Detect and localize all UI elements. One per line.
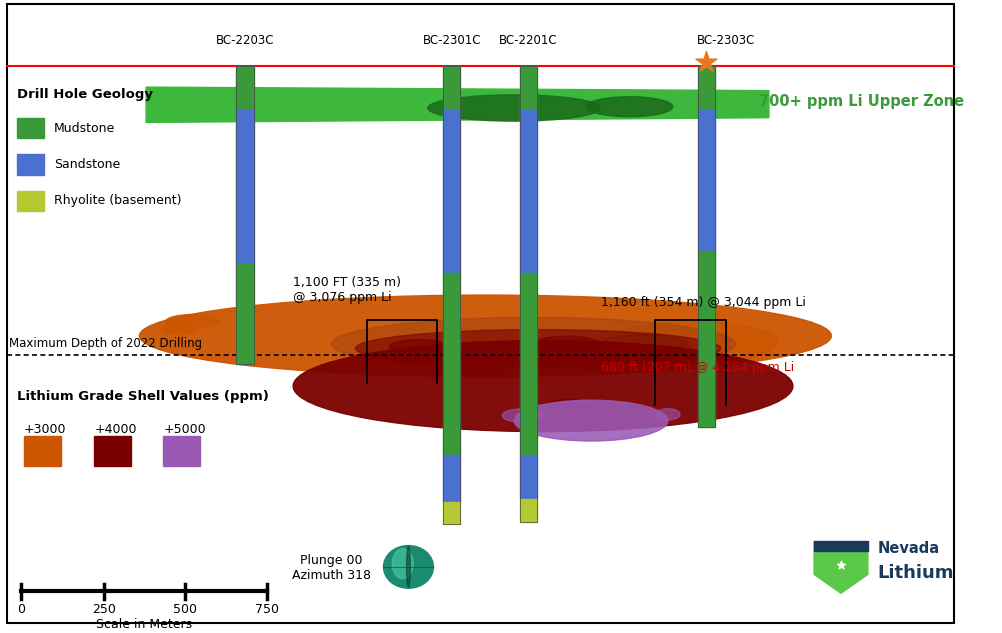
Text: BC-2303C: BC-2303C <box>695 34 755 47</box>
Bar <box>443 273 460 455</box>
Text: 750: 750 <box>255 603 279 616</box>
Bar <box>17 118 44 138</box>
Ellipse shape <box>586 97 672 116</box>
Text: Lithium Grade Shell Values (ppm): Lithium Grade Shell Values (ppm) <box>17 391 269 403</box>
Text: BC-2301C: BC-2301C <box>422 34 481 47</box>
Text: Scale in Meters: Scale in Meters <box>96 618 192 630</box>
Text: +4000: +4000 <box>94 423 136 436</box>
Text: +5000: +5000 <box>163 423 205 436</box>
Polygon shape <box>146 87 769 122</box>
Bar <box>443 66 460 524</box>
Polygon shape <box>814 542 867 593</box>
Text: BC-2203C: BC-2203C <box>215 34 275 47</box>
Bar <box>697 110 714 251</box>
Bar <box>519 66 537 522</box>
Bar <box>519 455 537 499</box>
Bar <box>443 110 460 273</box>
Bar <box>697 66 714 110</box>
Ellipse shape <box>547 399 586 411</box>
Ellipse shape <box>600 335 686 353</box>
Ellipse shape <box>392 549 413 579</box>
Bar <box>163 436 199 466</box>
Text: Plunge 00
Azimuth 318: Plunge 00 Azimuth 318 <box>292 554 371 582</box>
Bar <box>443 455 460 502</box>
Ellipse shape <box>514 400 667 441</box>
Bar <box>443 66 460 110</box>
Bar <box>519 273 537 455</box>
Bar <box>697 66 714 427</box>
Ellipse shape <box>545 358 598 372</box>
Ellipse shape <box>383 546 433 588</box>
Text: Lithium: Lithium <box>877 564 953 582</box>
Bar <box>236 110 254 264</box>
Text: 0: 0 <box>17 603 25 616</box>
Bar <box>697 251 714 301</box>
Bar <box>236 264 254 364</box>
Ellipse shape <box>139 295 831 377</box>
Point <box>697 56 713 66</box>
Bar <box>17 154 44 175</box>
Bar <box>94 436 130 466</box>
Bar <box>519 66 537 110</box>
Text: Maximum Depth of 2022 Drilling: Maximum Depth of 2022 Drilling <box>9 337 201 349</box>
Bar <box>24 436 60 466</box>
Ellipse shape <box>605 322 778 363</box>
Bar <box>236 66 254 364</box>
Bar <box>236 66 254 110</box>
Text: Drill Hole Geology: Drill Hole Geology <box>17 88 153 101</box>
Text: 700+ ppm Li Upper Zone: 700+ ppm Li Upper Zone <box>759 94 964 110</box>
Ellipse shape <box>389 340 447 353</box>
Ellipse shape <box>427 95 600 121</box>
Bar <box>519 499 537 522</box>
Ellipse shape <box>165 315 218 329</box>
Text: Mudstone: Mudstone <box>54 122 115 135</box>
Text: 500: 500 <box>172 603 196 616</box>
Bar <box>17 191 44 211</box>
Ellipse shape <box>655 409 679 420</box>
Text: BC-2201C: BC-2201C <box>499 34 557 47</box>
Text: Nevada: Nevada <box>877 541 939 556</box>
Ellipse shape <box>332 317 734 371</box>
Text: 1,100 FT (335 m)
@ 3,076 ppm Li: 1,100 FT (335 m) @ 3,076 ppm Li <box>293 277 401 304</box>
Ellipse shape <box>356 330 720 367</box>
Ellipse shape <box>293 341 793 432</box>
Bar <box>443 502 460 524</box>
Point <box>832 560 848 570</box>
Text: +3000: +3000 <box>24 423 66 436</box>
Ellipse shape <box>437 358 514 376</box>
Bar <box>519 110 537 273</box>
Bar <box>697 301 714 427</box>
Ellipse shape <box>502 409 545 422</box>
Ellipse shape <box>161 325 194 334</box>
Ellipse shape <box>406 546 410 587</box>
Text: 250: 250 <box>92 603 115 616</box>
Ellipse shape <box>533 336 600 352</box>
Text: Rhyolite (basement): Rhyolite (basement) <box>54 194 181 208</box>
Text: Sandstone: Sandstone <box>54 158 120 171</box>
Text: 1,160 ft (354 m) @ 3,044 ppm Li: 1,160 ft (354 m) @ 3,044 ppm Li <box>600 296 805 309</box>
Bar <box>814 541 867 551</box>
Text: 680 ft (207 m) @ 4,154 ppm Li: 680 ft (207 m) @ 4,154 ppm Li <box>600 361 794 373</box>
